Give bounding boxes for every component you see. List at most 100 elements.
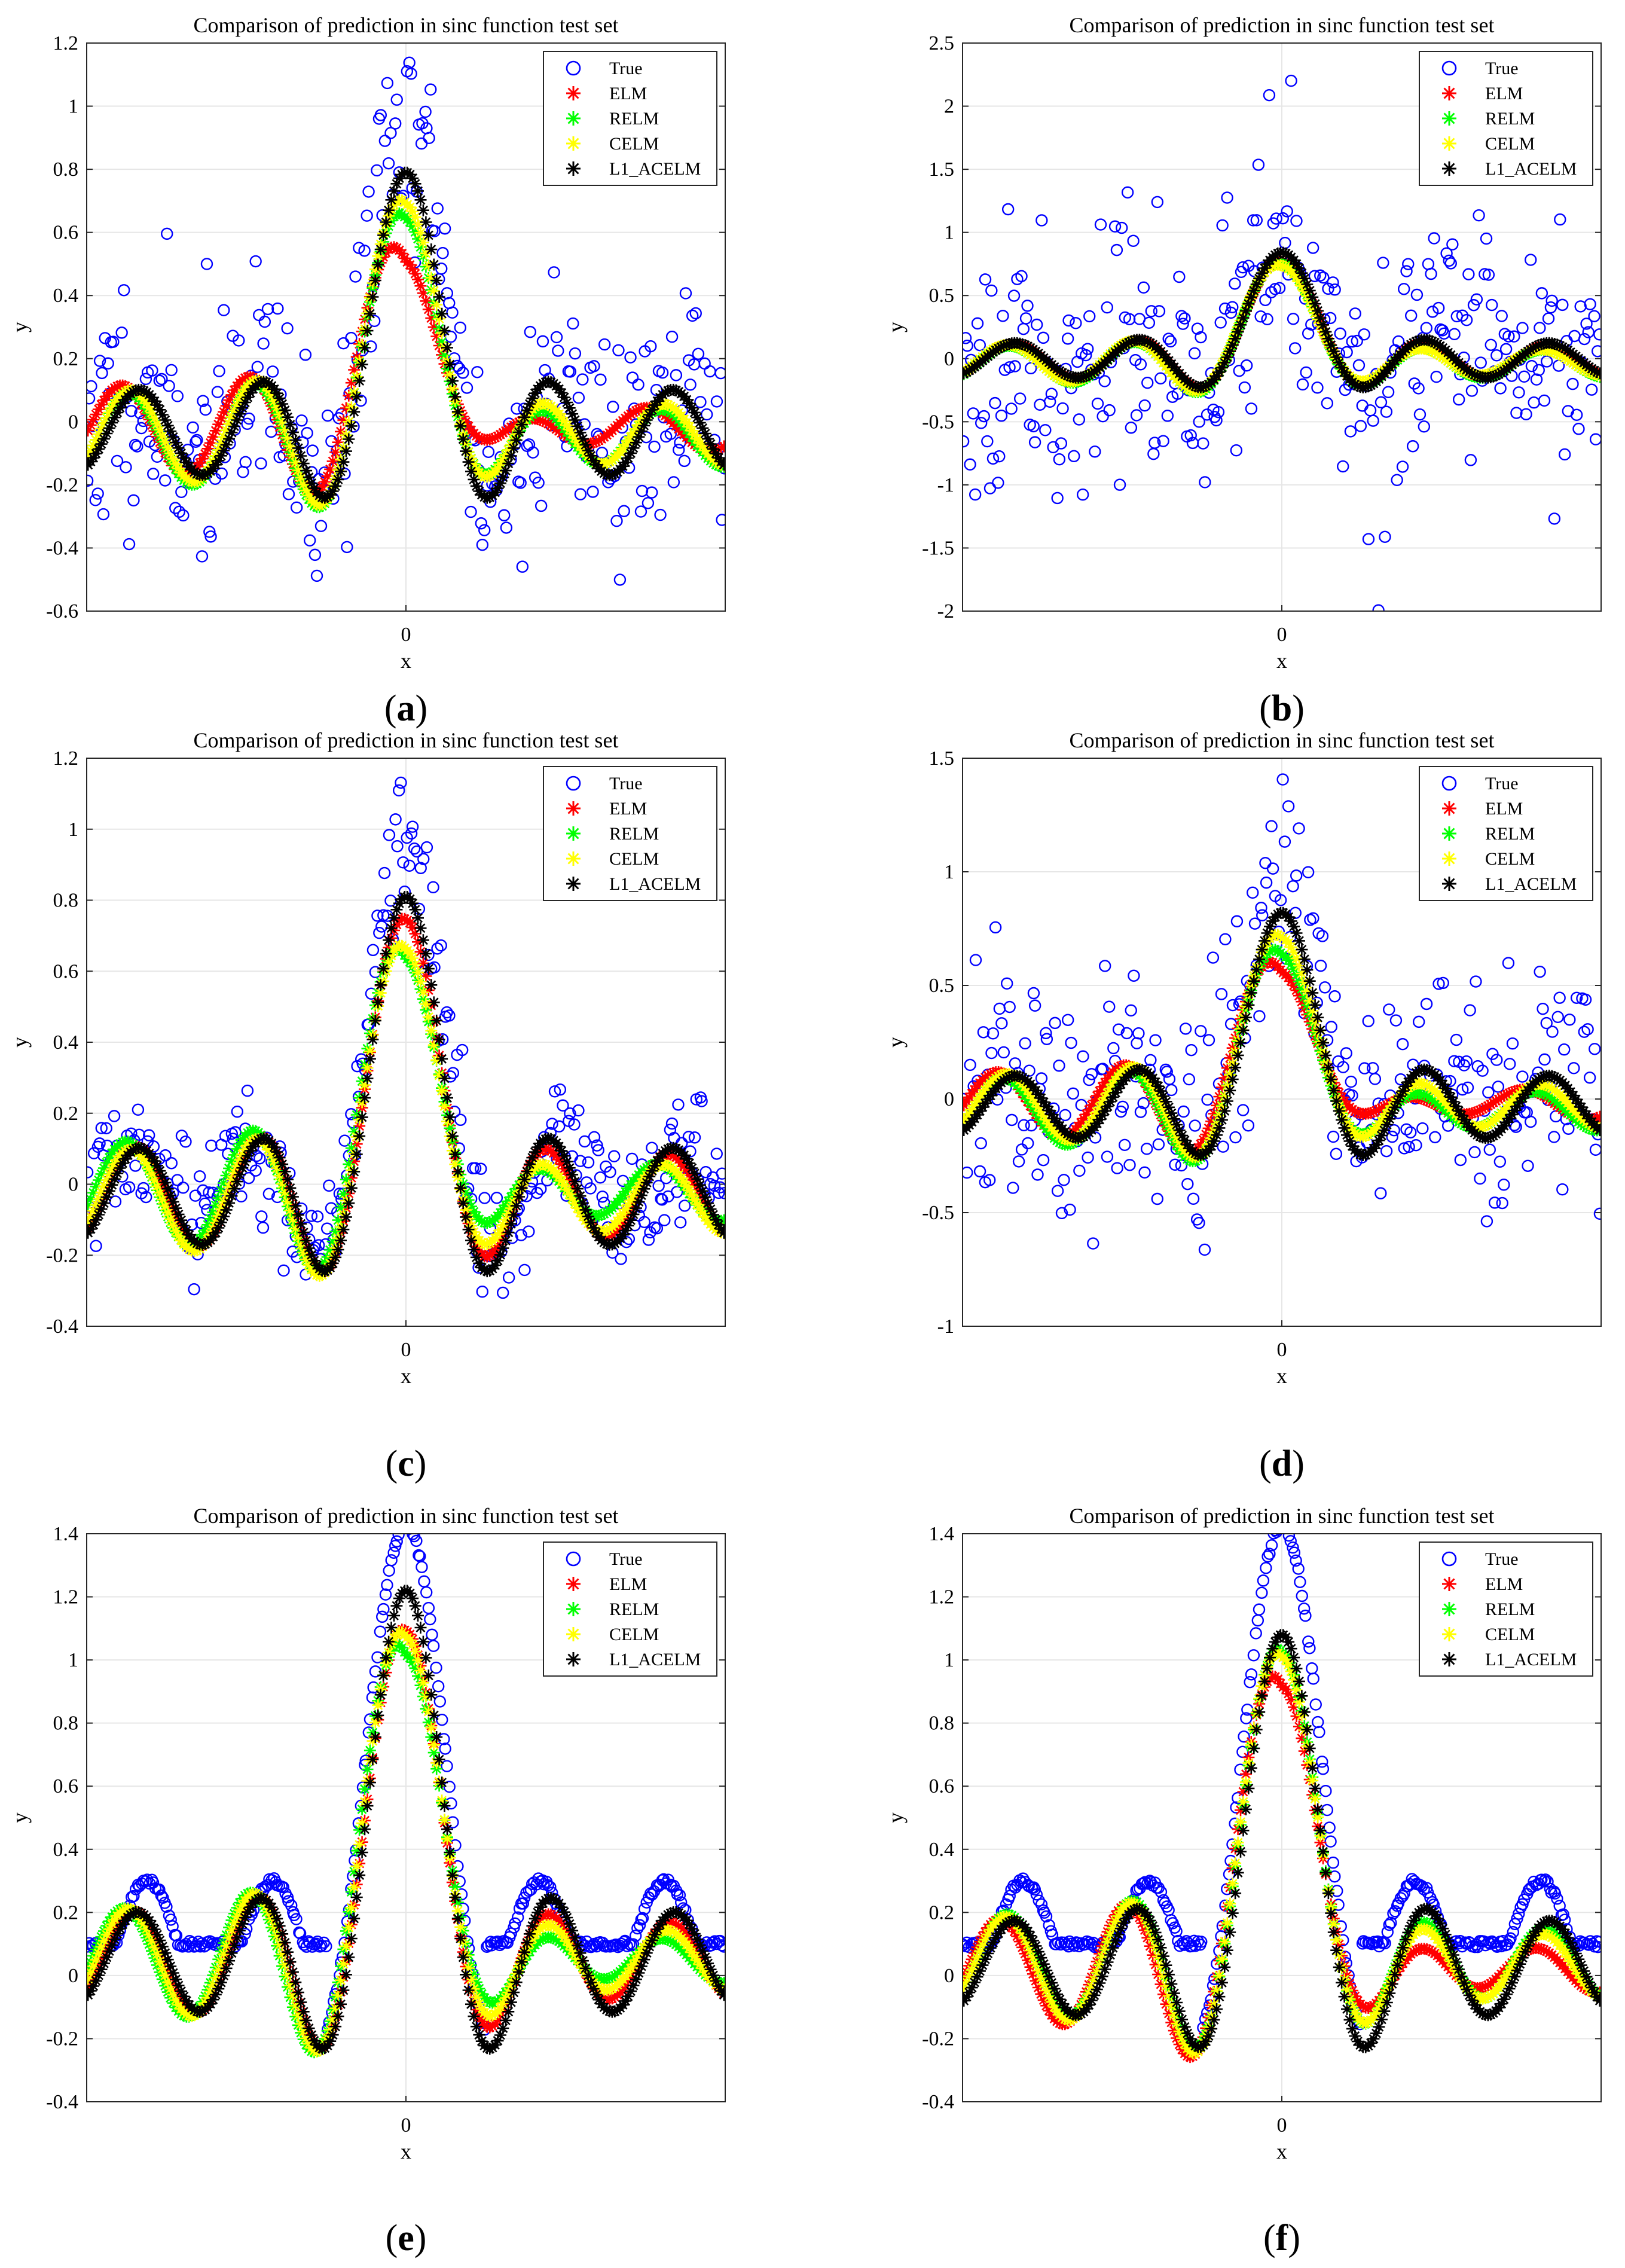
true-point: [986, 452, 1000, 465]
true-point: [1589, 433, 1601, 445]
pred-point-l1_acelm: [420, 216, 432, 228]
pred-point-l1_acelm: [633, 431, 645, 443]
pred-point-celm: [532, 399, 544, 411]
pred-point-l1_acelm: [566, 1168, 579, 1181]
true-point: [1494, 382, 1507, 395]
pred-point-elm: [555, 1158, 568, 1170]
pred-point-l1_acelm: [148, 1155, 161, 1167]
true-point: [694, 396, 707, 408]
true-point: [478, 524, 491, 536]
true-point: [1127, 234, 1140, 248]
pred-point-l1_acelm: [100, 1191, 113, 1204]
pred-point-l1_acelm: [462, 1223, 475, 1236]
true-point: [471, 366, 484, 378]
pred-point-l1_acelm: [521, 404, 533, 417]
pred-point-celm: [1298, 976, 1311, 988]
legend-label: ELM: [609, 799, 647, 819]
true-point: [424, 83, 437, 96]
true-point: [87, 380, 97, 393]
true-point: [381, 77, 394, 90]
true-point: [1551, 1011, 1564, 1024]
pred-point-l1_acelm: [335, 1234, 347, 1247]
true-point: [514, 477, 527, 489]
pred-point-celm: [159, 1200, 172, 1213]
pred-point-l1_acelm: [332, 1244, 344, 1256]
axes-frame: [86, 42, 726, 612]
pred-point-celm: [1296, 967, 1308, 979]
true-point: [672, 1098, 685, 1111]
series-layer: [87, 776, 725, 1299]
pred-point-elm: [534, 414, 546, 426]
true-point: [1504, 1058, 1516, 1070]
pred-point-celm: [1239, 1000, 1252, 1012]
pred-point-l1_acelm: [683, 397, 695, 410]
pred-point-l1_acelm: [691, 411, 704, 424]
pred-point-relm: [231, 1143, 243, 1155]
pred-point-l1_acelm: [499, 465, 512, 477]
true-point: [1346, 1089, 1358, 1102]
pred-point-l1_acelm: [273, 392, 286, 404]
pred-point-celm: [659, 1159, 671, 1171]
true-point: [714, 1181, 725, 1193]
pred-point-celm: [385, 950, 398, 962]
true-point: [1040, 1027, 1052, 1039]
pred-point-l1_acelm: [1237, 312, 1250, 324]
pred-point-celm: [97, 417, 110, 429]
pred-point-l1_acelm: [191, 1237, 203, 1250]
pred-point-l1_acelm: [228, 420, 240, 432]
true-point: [102, 357, 114, 370]
true-point: [1460, 1055, 1473, 1068]
true-point: [1428, 232, 1440, 245]
true-point: [1352, 359, 1366, 372]
pred-point-celm: [297, 478, 310, 491]
pred-point-l1_acelm: [361, 325, 374, 337]
true-point: [1282, 800, 1295, 813]
pred-point-elm: [1593, 1110, 1601, 1123]
true-point: [1082, 343, 1094, 355]
pred-point-l1_acelm: [1349, 378, 1361, 390]
pred-point-elm: [1285, 975, 1297, 987]
true-point: [1369, 1073, 1382, 1085]
true-point: [1589, 1043, 1601, 1055]
pred-point-l1_acelm: [292, 442, 304, 454]
pred-point-l1_acelm: [209, 1226, 222, 1239]
pred-point-relm: [502, 1195, 515, 1207]
true-point: [1073, 413, 1086, 426]
pred-point-relm: [87, 1199, 94, 1211]
true-point: [419, 105, 432, 118]
true-point: [1290, 215, 1303, 227]
true-point: [188, 1283, 200, 1296]
pred-point-celm: [295, 471, 307, 484]
pred-point-l1_acelm: [289, 434, 302, 447]
pred-point-l1_acelm: [598, 467, 610, 480]
true-point: [129, 1159, 142, 1172]
pred-point-celm: [148, 1174, 161, 1186]
true-point: [1312, 927, 1325, 940]
pred-point-celm: [680, 417, 693, 429]
pred-point-relm: [1298, 990, 1311, 1003]
pred-point-l1_acelm: [616, 460, 629, 472]
pred-point-l1_acelm: [1296, 267, 1308, 279]
true-point: [1254, 310, 1267, 323]
true-point: [1488, 1196, 1501, 1209]
pred-point-celm: [97, 1180, 110, 1192]
true-point: [1281, 205, 1293, 218]
true-point: [978, 410, 991, 423]
true-point: [1051, 1185, 1064, 1197]
pred-point-celm: [561, 1183, 573, 1196]
pred-point-l1_acelm: [388, 185, 400, 197]
pred-point-l1_acelm: [156, 1170, 169, 1183]
true-point: [973, 1165, 986, 1178]
pred-point-celm: [446, 382, 459, 395]
pred-point-l1_acelm: [436, 1052, 448, 1065]
pred-point-l1_acelm: [215, 1216, 227, 1229]
legend-label: L1_ACELM: [1485, 159, 1577, 179]
pred-point-elm: [460, 416, 472, 428]
pred-point-l1_acelm: [353, 375, 366, 387]
pred-point-l1_acelm: [279, 404, 291, 417]
pred-point-celm: [619, 439, 632, 451]
pred-point-elm: [422, 303, 435, 316]
true-point: [243, 412, 255, 425]
pred-point-celm: [574, 1206, 587, 1219]
pred-point-relm: [100, 1156, 113, 1169]
